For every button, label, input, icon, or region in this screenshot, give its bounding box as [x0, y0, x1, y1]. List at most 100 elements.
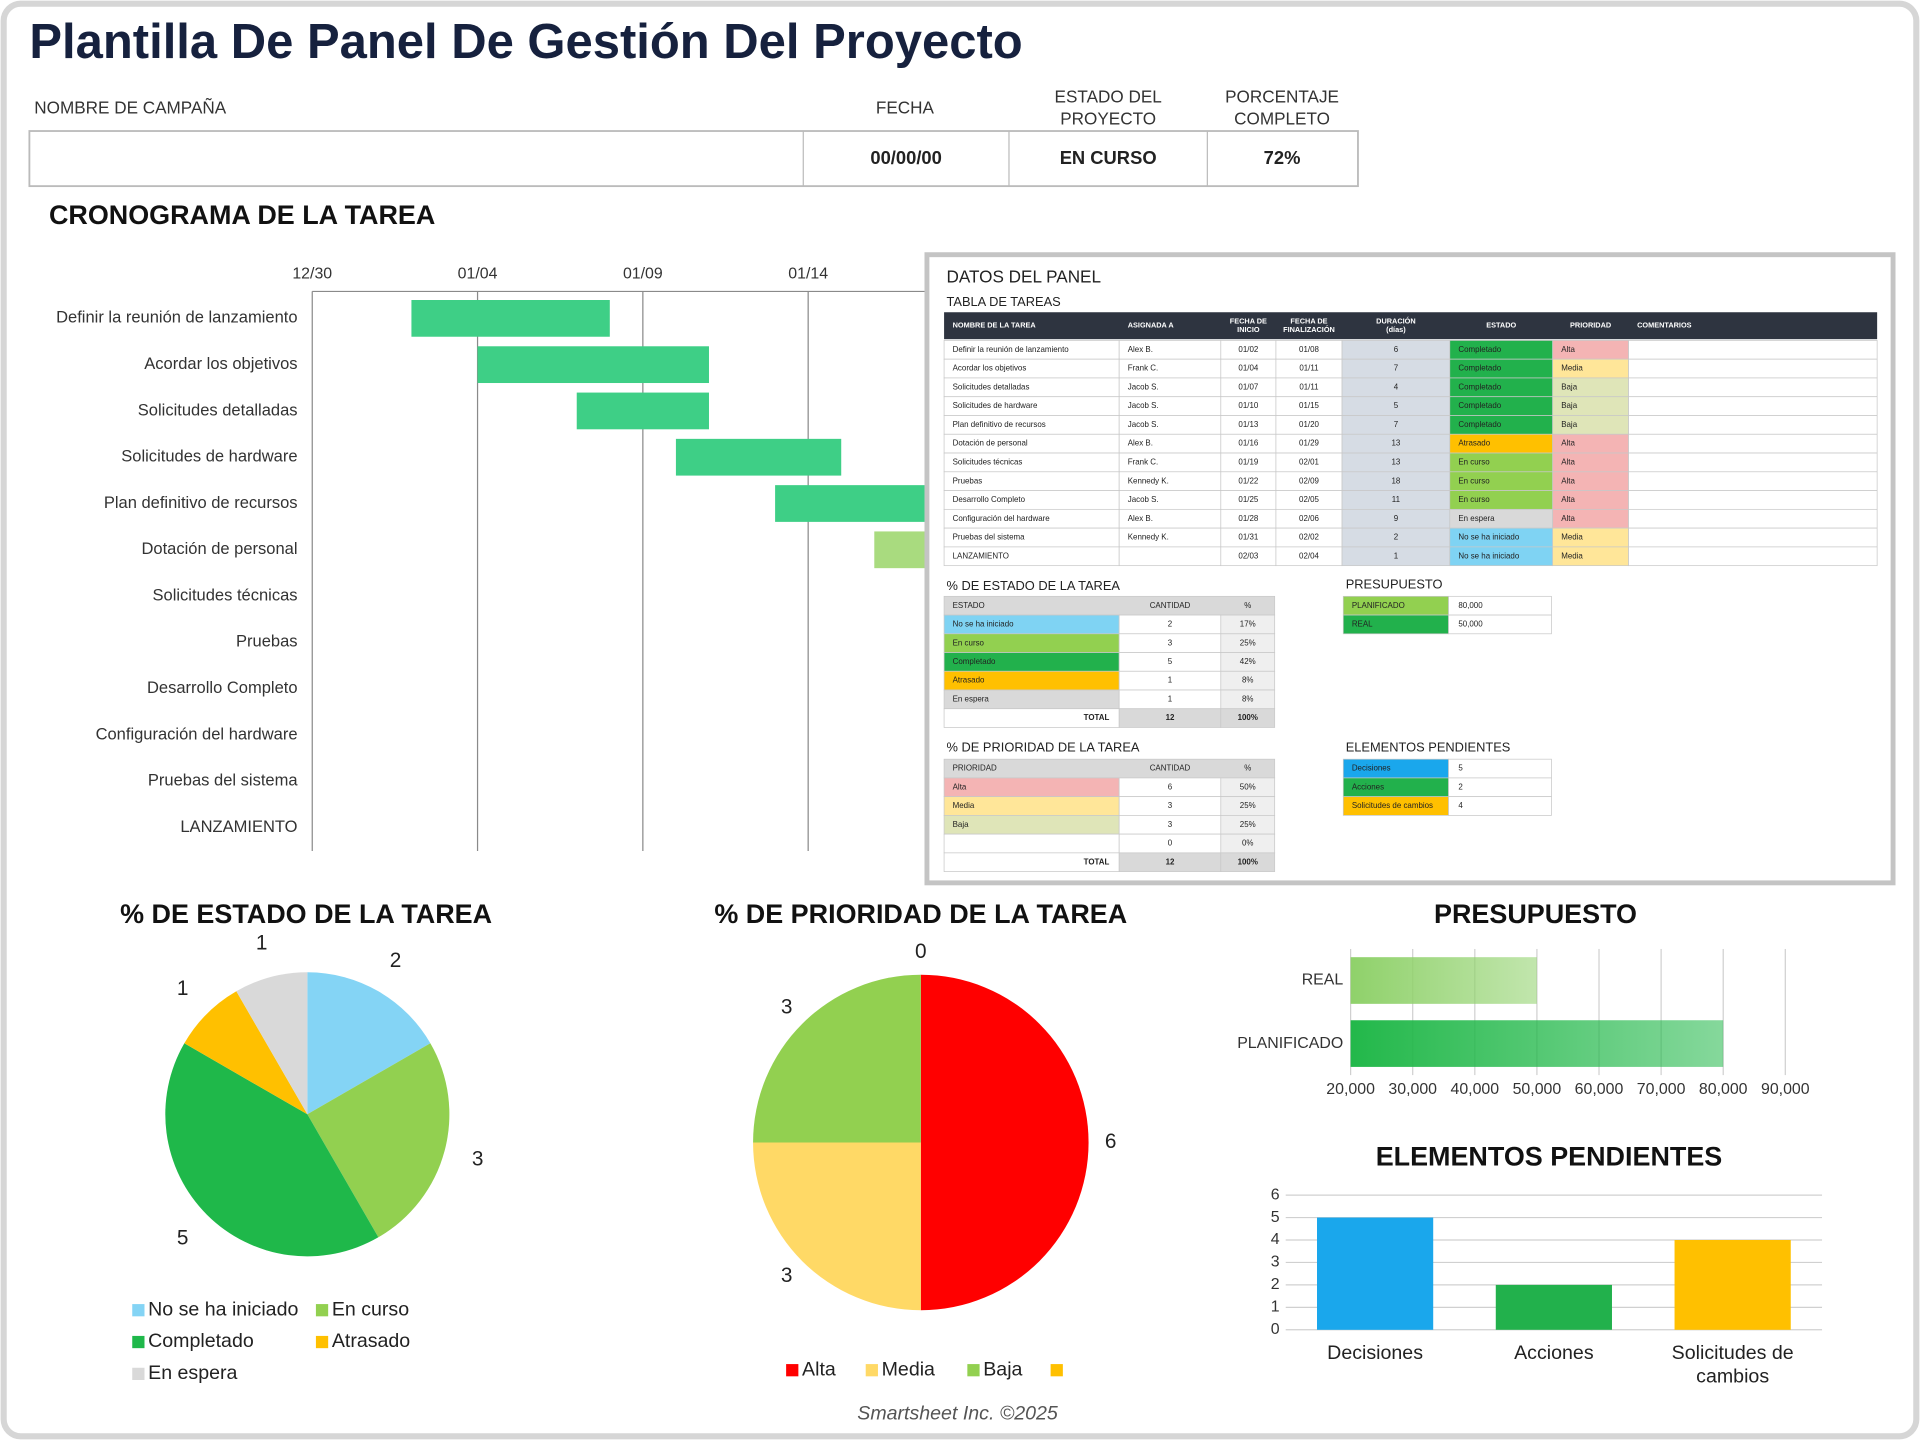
table-title: TABLA DE TAREAS [947, 294, 1061, 309]
table-text: 2 [1394, 533, 1399, 542]
table-title: % DE ESTADO DE LA TAREA [947, 578, 1121, 593]
table-text: Alta [953, 782, 967, 791]
table-text: REAL [1352, 620, 1373, 629]
table-text: En curso [1458, 476, 1490, 485]
field-value: 00/00/00 [870, 147, 941, 168]
table-text: 7 [1394, 420, 1399, 429]
table-cell [943, 815, 1120, 835]
column-header: (días) [1386, 325, 1406, 334]
table-text: 01/22 [1238, 476, 1258, 485]
table-text: 42% [1240, 657, 1256, 666]
table-text: Atrasado [953, 676, 985, 685]
gantt-bar [576, 392, 709, 430]
table-cell [1220, 852, 1276, 872]
table-text: 0% [1242, 839, 1253, 848]
table-text: 01/15 [1299, 401, 1319, 410]
table-text: Baja [953, 820, 969, 829]
table-cell [1628, 546, 1878, 567]
table-cell [1220, 708, 1276, 728]
table-text: Baja [1561, 420, 1577, 429]
field-label: ESTADO DEL [1055, 86, 1162, 106]
table-text: 25% [1240, 801, 1256, 810]
table-text: Jacob S. [1128, 401, 1159, 410]
table-text: Baja [1561, 382, 1577, 391]
table-text: Solicitudes de hardware [953, 401, 1038, 410]
field-label: PORCENTAJE [1225, 86, 1339, 106]
table-text: Kennedy K. [1128, 476, 1169, 485]
table-text: 01/10 [1238, 401, 1258, 410]
charts: % DE ESTADO DE LA TAREA 2 3 5 1 1 No se ha ini… [120, 899, 1823, 1388]
table-text: 3 [1168, 801, 1173, 810]
category-label: Decisiones [1327, 1343, 1424, 1365]
table-header [944, 312, 1878, 340]
legend-label: En espera [148, 1362, 237, 1384]
y-tick-label: 6 [1271, 1186, 1280, 1203]
pie-slice [920, 974, 1089, 1311]
table-text: 8% [1242, 694, 1253, 703]
pie-slice [236, 972, 308, 1115]
table-text: 01/08 [1299, 345, 1319, 354]
table-text: Media [1561, 364, 1583, 373]
table-text: Kennedy K. [1128, 533, 1169, 542]
column-header: PRIORIDAD [953, 764, 997, 773]
table-text: Pruebas [953, 476, 983, 485]
table-text: 01/13 [1238, 420, 1258, 429]
table-title: % DE PRIORIDAD DE LA TAREA [947, 740, 1140, 755]
table-text: Alta [1561, 458, 1575, 467]
table-text: 02/03 [1238, 551, 1258, 560]
table-text: 3 [1168, 638, 1173, 647]
table-text: 02/01 [1299, 458, 1319, 467]
bar [1495, 1284, 1612, 1330]
y-tick-label: 5 [1271, 1209, 1280, 1226]
x-tick-label: 40,000 [1450, 1081, 1499, 1098]
column-header: ESTADO [953, 601, 985, 610]
table-text: 01/28 [1238, 514, 1258, 523]
x-tick-label: 01/14 [788, 265, 828, 282]
table-text: Jacob S. [1128, 495, 1159, 504]
data-label: 3 [781, 1264, 793, 1287]
bar [1350, 957, 1537, 1004]
table-cell [1628, 490, 1878, 510]
column-header: ESTADO [1486, 321, 1516, 330]
table-text: 6 [1394, 345, 1399, 354]
table-cell [1448, 614, 1552, 635]
table-text: 80,000 [1458, 601, 1483, 610]
table-text: 01/20 [1299, 420, 1319, 429]
column-header: DURACIÓN [1376, 316, 1416, 325]
column-header: FECHA DE [1290, 316, 1327, 325]
pie-slice [307, 972, 431, 1115]
table-cell [1628, 396, 1878, 416]
y-tick-label: 4 [1271, 1231, 1280, 1248]
table-text: 5 [1458, 764, 1463, 773]
table-cell [1448, 758, 1552, 779]
table-text: Frank C. [1128, 364, 1158, 373]
table-title: ELEMENTOS PENDIENTES [1346, 740, 1511, 755]
task-label: Definir la reunión de lanzamiento [56, 308, 297, 327]
panel: DATOS DEL PANEL TABLA DE TAREAS NOMBRE DE … [943, 266, 1878, 872]
table-text: 02/05 [1299, 495, 1319, 504]
chart-title: % DE PRIORIDAD DE LA TAREA [714, 899, 1127, 929]
gantt-bar [477, 346, 709, 384]
header-box [28, 130, 1359, 188]
table-cell [943, 777, 1120, 798]
column-header: % [1244, 601, 1251, 610]
x-tick-label: 70,000 [1637, 1081, 1686, 1098]
x-tick-label: 80,000 [1699, 1081, 1748, 1098]
x-tick-label: 90,000 [1761, 1081, 1810, 1098]
table-text: 1 [1394, 551, 1399, 560]
total-text: 100% [1238, 713, 1258, 722]
category-label: PLANIFICADO [1237, 1035, 1343, 1052]
chart-title: ELEMENTOS PENDIENTES [1376, 1141, 1723, 1171]
table-text: 5 [1168, 657, 1173, 666]
column-header: CANTIDAD [1150, 601, 1191, 610]
legend-swatch [786, 1364, 799, 1377]
category-label: Solicitudes de cambios [1671, 1343, 1794, 1388]
category-label-box: Acciones [1514, 1343, 1593, 1364]
table-text: 1 [1168, 676, 1173, 685]
table-text: Completado [1458, 382, 1501, 391]
table-cell [1118, 546, 1222, 567]
legend-swatch [865, 1364, 878, 1377]
total-text: TOTAL [1084, 713, 1110, 722]
table-text: Definir la reunión de lanzamiento [953, 345, 1070, 354]
legend-swatch [315, 1304, 329, 1317]
